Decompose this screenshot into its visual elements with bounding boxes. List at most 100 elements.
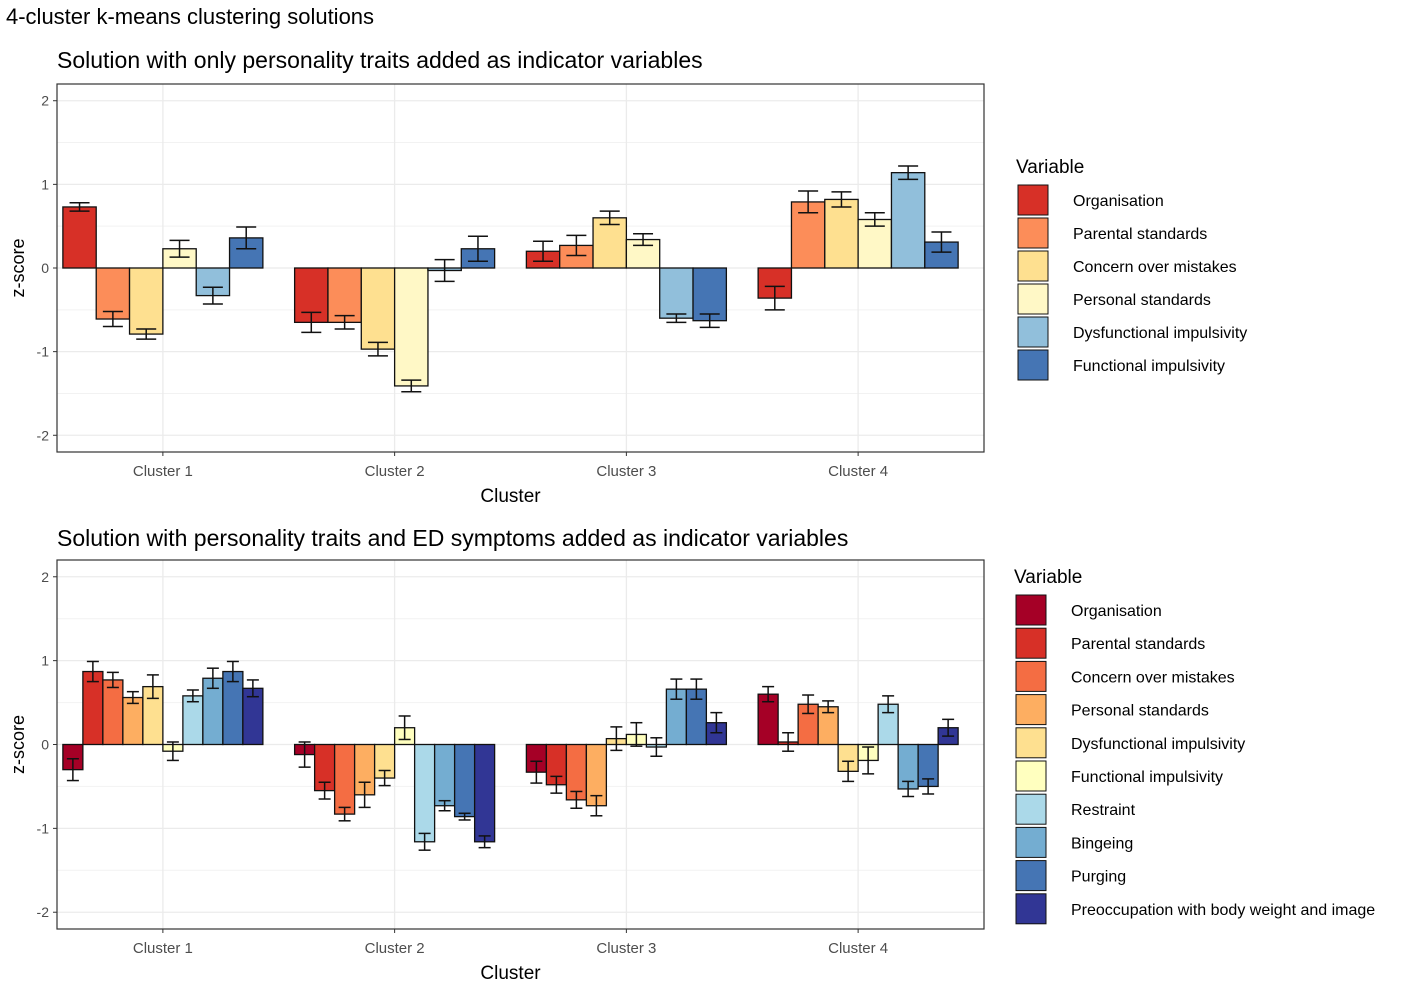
legend-label: Parental standards [1071,636,1205,653]
y-tick-label: 2 [41,569,49,585]
legend-swatch [1015,727,1047,759]
legend-swatch [1017,217,1049,249]
bar [592,217,628,269]
legend-swatch [1017,184,1049,216]
legend-label: Parental standards [1073,226,1207,243]
bar [659,267,694,319]
legend-label: Organisation [1071,603,1162,620]
bar [128,267,164,335]
error-bar [226,660,239,683]
error-bar [630,721,643,747]
error-bar [69,202,90,212]
bar [453,743,476,818]
error-bar [530,760,543,784]
error-bar [401,379,422,393]
error-bar [822,700,835,714]
figure-title: 4-cluster k-means clustering solutions [6,4,374,29]
legend-label: Organisation [1073,193,1164,210]
error-bar [550,775,563,794]
legend-label: Functional impulsivity [1073,358,1225,375]
legend-label: Dysfunctional impulsivity [1073,325,1247,342]
legend-item: Functional impulsivity [1017,349,1225,381]
y-axis-label: z-score [8,238,28,297]
error-bar [298,741,311,768]
x-tick-label: Cluster 1 [133,463,193,480]
error-bar [358,781,371,809]
error-bar [301,311,322,334]
error-bar [186,689,199,703]
bar [62,206,97,269]
error-bar [570,790,583,809]
legend-item: Personal standards [1017,283,1211,315]
error-bar [764,285,785,311]
legend-item: Parental standards [1017,217,1207,249]
legend-swatch [1015,793,1047,825]
legend-label: Personal standards [1073,292,1211,309]
bar [122,696,144,746]
error-bar [106,671,119,689]
error-bar [831,191,852,208]
error-bar [438,799,451,812]
error-bar [710,711,723,734]
error-bar [566,234,587,257]
legend-swatch [1017,250,1049,282]
error-bar [146,674,159,700]
bar [692,267,728,322]
bar [433,743,456,807]
legend-swatch [1015,893,1047,925]
bar [222,670,244,746]
x-tick-label: Cluster 2 [365,940,425,957]
error-bar [236,226,257,250]
error-bar [533,240,554,263]
legend-title: Variable [1014,567,1082,588]
legend-item: Functional impulsivity [1015,760,1223,792]
legend-swatch [1017,283,1049,315]
error-bar [467,235,488,263]
bar [327,267,362,324]
error-bar [690,678,703,700]
plot-border [56,559,985,930]
bar [413,743,436,843]
y-tick-label: -2 [37,904,50,920]
error-bar [898,165,919,181]
error-bar [922,778,935,795]
legend-swatch [1015,627,1047,659]
error-bar [599,210,620,226]
legend-label: Restraint [1071,802,1136,819]
error-bar [378,769,391,787]
error-bar [318,781,331,800]
legend-item: Preoccupation with body weight and image [1015,893,1375,925]
legend-item: Bingeing [1015,826,1133,858]
error-bar [762,685,775,703]
error-bar [169,239,190,258]
legend-swatch [1017,316,1049,348]
chart-title: Solution with only personality traits ad… [57,47,703,73]
chart-panel-1: Solution with only personality traits ad… [8,47,1247,507]
legend-item: Restraint [1015,793,1136,825]
error-bar [126,690,139,705]
y-tick-label: 1 [41,653,49,669]
legend-item: Personal standards [1015,694,1209,726]
bar [890,172,926,269]
error-bar [86,660,99,683]
bar [393,267,429,387]
legend-item: Parental standards [1015,627,1205,659]
y-tick-label: 0 [41,737,49,753]
error-bar [458,812,471,821]
x-axis-label: Cluster [480,963,541,984]
bar [182,695,204,746]
y-tick-label: -1 [37,820,50,836]
error-bar [610,726,623,752]
error-bar [136,328,157,340]
x-tick-label: Cluster 4 [828,940,888,957]
legend-item: Concern over mistakes [1017,250,1237,282]
error-bar [66,758,79,782]
error-bar [398,715,411,741]
bar [95,267,131,320]
chart-title: Solution with personality traits and ED … [57,525,848,551]
error-bar [699,313,720,329]
legend-item: Purging [1015,860,1126,892]
y-tick-label: 2 [41,93,49,109]
legend-label: Bingeing [1071,835,1133,852]
